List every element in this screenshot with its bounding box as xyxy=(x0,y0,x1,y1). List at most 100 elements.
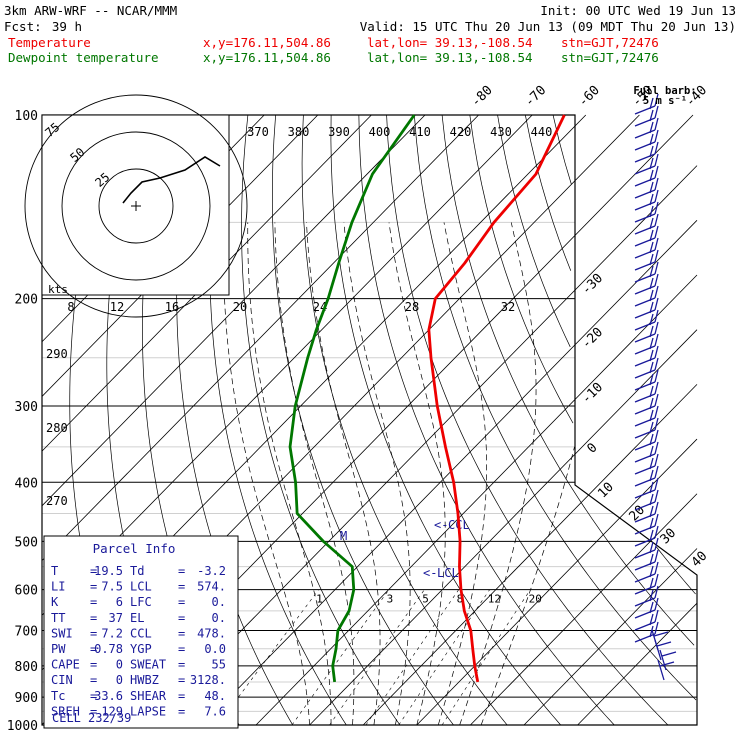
theta-label: 440 xyxy=(531,125,553,139)
pressure-label: 500 xyxy=(15,535,38,550)
parcel-key: PW xyxy=(51,642,66,656)
wind-barb xyxy=(634,429,659,451)
isotherm-30 xyxy=(470,493,698,726)
temperature-profile xyxy=(427,114,566,683)
parcel-key: Td xyxy=(130,564,144,578)
theta-label: 290 xyxy=(46,347,68,361)
theta-label: 420 xyxy=(450,125,472,139)
wind-barb xyxy=(634,489,659,511)
parcel-equals: = xyxy=(178,564,185,578)
parcel-key: SREH xyxy=(51,704,80,718)
parcel-value: 37 xyxy=(109,611,123,625)
hodograph-ring xyxy=(98,168,174,244)
parcel-value: -3.2 xyxy=(197,564,226,578)
parcel-equals: = xyxy=(178,626,185,640)
dry-adiabat-360 xyxy=(441,114,695,646)
parcel-value: 7.2 xyxy=(101,626,123,640)
valid-time: Valid: 15 UTC Thu 20 Jun 13 (09 MDT Thu … xyxy=(360,19,736,34)
pressure-label: 1000 xyxy=(7,719,38,734)
parcel-cell-value: 232/39 xyxy=(88,711,131,725)
parcel-key: LFC xyxy=(130,595,152,609)
parcel-equals: = xyxy=(178,673,185,687)
moist-adiabat-16 xyxy=(343,222,411,726)
wind-barb xyxy=(634,381,659,403)
theta-label: 270 xyxy=(46,494,68,508)
wind-barb xyxy=(634,477,659,499)
parcel-key: TT xyxy=(51,611,65,625)
moist-adiabat-24 xyxy=(437,222,488,726)
dewpoint-profile xyxy=(288,114,416,683)
parcel-key: YGP xyxy=(130,642,152,656)
wind-barb xyxy=(634,441,659,463)
wind-barb xyxy=(634,537,659,559)
theta-label: 280 xyxy=(46,421,68,435)
wind-barb xyxy=(634,213,659,235)
isotherm-label: -10 xyxy=(579,380,606,407)
wind-barb xyxy=(634,549,659,571)
parcel-key: CCL xyxy=(130,626,152,640)
wind-barb xyxy=(634,393,659,415)
parcel-equals: = xyxy=(90,611,97,625)
theta-label: 390 xyxy=(328,125,350,139)
isotherm--10 xyxy=(255,274,698,726)
wind-barb xyxy=(634,513,659,535)
parcel-equals: = xyxy=(90,564,97,578)
wind-barb xyxy=(634,561,659,583)
parcel-key: SHEAR xyxy=(130,689,167,703)
header: 3km ARW-WRF -- NCAR/MMM Init: 00 UTC Wed… xyxy=(4,3,736,65)
wind-barb xyxy=(634,621,659,643)
wind-barb xyxy=(634,201,659,223)
temperature-station: stn=GJT,72476 xyxy=(561,35,659,50)
dewpoint-legend: Dewpoint temperature xyxy=(8,50,159,65)
wind-barb-low xyxy=(654,639,672,661)
dry-adiabat-300 xyxy=(271,114,454,726)
dry-adiabat-290 xyxy=(241,114,401,726)
wind-barb xyxy=(634,309,659,331)
mixing-ratio-8 xyxy=(365,589,459,726)
parcel-value: 129 xyxy=(101,704,123,718)
wind-barb xyxy=(634,117,659,139)
wind-barb xyxy=(634,237,659,259)
barb-legend-unit: 5 m s⁻¹ xyxy=(643,95,687,107)
wind-barb xyxy=(634,465,659,487)
wind-barb xyxy=(634,225,659,247)
parcel-value: 0.0 xyxy=(204,642,226,656)
theta-label: 430 xyxy=(490,125,512,139)
hodograph-speed-label: 12 xyxy=(110,300,124,314)
mixing-ratio-12 xyxy=(398,589,490,726)
pressure-label: 900 xyxy=(15,691,38,706)
parcel-key: CAPE xyxy=(51,658,80,672)
mixing-ratio-label: 5 xyxy=(422,592,429,605)
dry-adiabat-370 xyxy=(469,114,574,424)
isotherm-label: 40 xyxy=(689,549,711,571)
isotherm-0 xyxy=(309,329,698,726)
hodograph-speed-label: 32 xyxy=(501,300,515,314)
theta-label: 370 xyxy=(247,125,269,139)
parcel-equals: = xyxy=(178,704,185,718)
parcel-equals: = xyxy=(178,595,185,609)
parcel-key: LAPSE xyxy=(130,704,166,718)
wind-barb xyxy=(634,417,659,439)
moist-adiabat-8 xyxy=(274,222,355,726)
fcst-label: Fcst: xyxy=(4,19,42,34)
parcel-value: 55 xyxy=(212,658,226,672)
wind-barb xyxy=(634,357,659,379)
pressure-label: 100 xyxy=(15,109,38,124)
parcel-key: SWEAT xyxy=(130,658,166,672)
parcel-key: SWI xyxy=(51,626,73,640)
isotherm--30 xyxy=(148,165,698,726)
isotherm-label: 30 xyxy=(658,526,680,548)
wind-barb xyxy=(634,609,659,631)
isotherm--90 xyxy=(41,114,426,507)
parcel-equals: = xyxy=(90,595,97,609)
dry-adiabat-330 xyxy=(358,114,615,726)
profile-layer xyxy=(288,114,566,683)
parcel-value: 33.6 xyxy=(94,689,123,703)
dewpoint-xy: x,y=176.11,504.86 xyxy=(203,50,331,65)
isotherm--70 xyxy=(41,114,533,616)
hodograph-unit: kts xyxy=(48,283,68,296)
parcel-equals: = xyxy=(90,580,97,594)
dry-adiabat-310 xyxy=(301,114,508,726)
parcel-key: CIN xyxy=(51,673,73,687)
